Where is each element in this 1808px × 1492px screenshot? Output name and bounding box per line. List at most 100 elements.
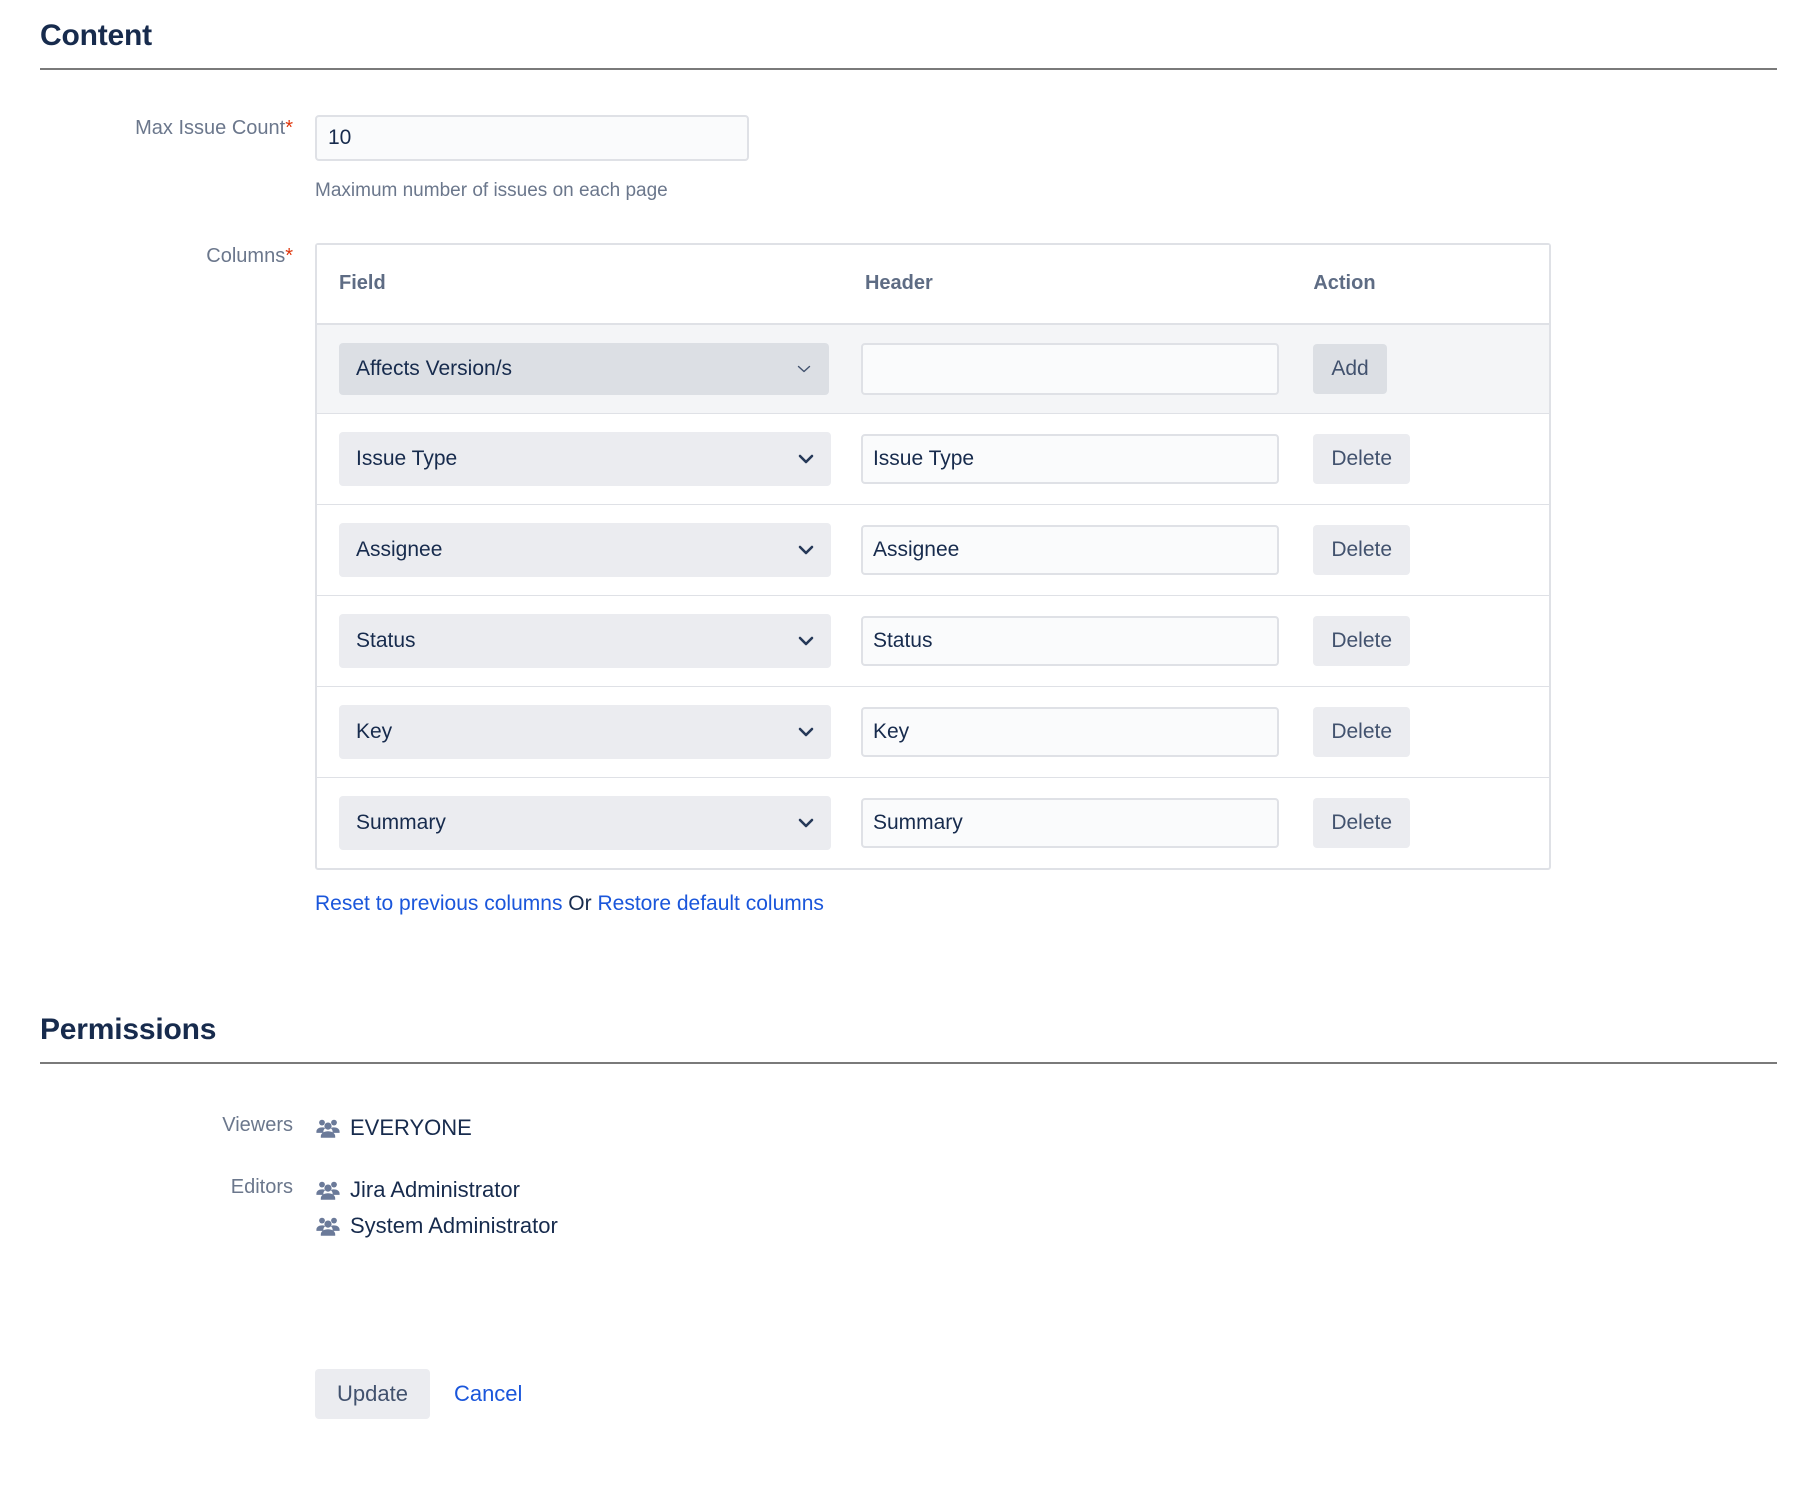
row-field-select[interactable]: Status — [339, 614, 831, 668]
columns-table-wrapper: Field Header Action Affects Version/s — [315, 243, 1551, 870]
add-row-field-cell: Affects Version/s — [317, 324, 861, 414]
row-field-cell: Status — [317, 595, 861, 687]
cancel-link[interactable]: Cancel — [453, 1381, 523, 1406]
list-item-label: System Administrator — [350, 1213, 558, 1238]
row-action-cell: Delete — [1299, 778, 1549, 869]
permissions-section-divider — [40, 1062, 1777, 1064]
row-field-select-value: Status — [356, 629, 416, 652]
row-action-wrap: Delete — [1299, 507, 1549, 593]
columns-table: Field Header Action Affects Version/s — [317, 245, 1549, 868]
chevron-down-icon — [795, 721, 817, 743]
permissions-section-title: Permissions — [40, 1013, 217, 1046]
chevron-down-icon — [795, 630, 817, 652]
row-field-cell: Issue Type — [317, 413, 861, 505]
or-separator-text: Or — [568, 892, 592, 915]
row-action-cell: Delete — [1299, 504, 1549, 596]
viewers-label: Viewers — [222, 1114, 293, 1136]
row-header-wrap — [860, 689, 1299, 775]
row-header-cell — [860, 595, 1300, 687]
content-section: Content Max Issue Count* Maximum number … — [0, 0, 1808, 916]
update-button[interactable]: Update — [315, 1369, 430, 1419]
columns-add-row: Affects Version/s — [317, 324, 1549, 414]
add-row-header-wrap — [860, 325, 1299, 413]
row-field-cell: Assignee — [317, 504, 861, 596]
columns-table-head: Field Header Action — [317, 245, 1549, 325]
max-issue-count-input[interactable] — [315, 115, 749, 161]
delete-button[interactable]: Delete — [1313, 525, 1411, 575]
row-header-wrap — [860, 780, 1299, 866]
chevron-down-icon — [795, 539, 817, 561]
table-row: Assignee — [317, 504, 1549, 596]
add-row-action-wrap: Add — [1299, 326, 1549, 412]
add-row-header-input[interactable] — [860, 343, 1279, 395]
add-row-field-wrap: Affects Version/s — [339, 325, 861, 413]
row-action-wrap: Delete — [1299, 689, 1549, 775]
footer-actions-row: Update Cancel — [0, 1369, 1808, 1419]
max-issue-count-field: Maximum number of issues on each page — [315, 115, 1808, 203]
columns-table-header-row: Field Header Action — [317, 245, 1549, 325]
row-header-input[interactable] — [860, 616, 1279, 666]
columns-label: Columns* — [0, 243, 315, 269]
delete-button[interactable]: Delete — [1313, 798, 1411, 848]
row-field-select-value: Assignee — [356, 538, 443, 561]
row-action-wrap: Delete — [1299, 416, 1549, 502]
delete-button[interactable]: Delete — [1313, 434, 1411, 484]
column-header-field: Field — [317, 245, 861, 325]
chevron-down-icon — [795, 812, 817, 834]
reset-to-previous-columns-link[interactable]: Reset to previous columns — [315, 892, 563, 915]
add-row-action-cell: Add — [1299, 324, 1549, 414]
editors-label: Editors — [230, 1176, 293, 1198]
row-header-cell — [860, 778, 1299, 869]
row-action-cell: Delete — [1299, 413, 1549, 505]
add-row-field-select-value: Affects Version/s — [356, 357, 513, 380]
table-row: Issue Type — [317, 413, 1549, 505]
row-header-input[interactable] — [860, 525, 1279, 575]
required-asterisk: * — [285, 245, 293, 267]
delete-button[interactable]: Delete — [1313, 616, 1411, 666]
max-issue-count-label: Max Issue Count* — [0, 115, 315, 141]
column-header-header: Header — [860, 245, 1300, 325]
table-row: Summary — [317, 778, 1549, 869]
add-button[interactable]: Add — [1313, 344, 1387, 394]
list-item: Jira Administrator — [315, 1172, 558, 1208]
row-header-cell — [860, 686, 1300, 778]
viewers-values: EVERYONE — [315, 1110, 472, 1146]
restore-default-columns-link[interactable]: Restore default columns — [597, 892, 824, 915]
editors-values: Jira Administrator System Administrator — [315, 1172, 558, 1244]
list-item-label: Jira Administrator — [350, 1177, 520, 1202]
row-field-select[interactable]: Assignee — [339, 523, 831, 577]
row-header-cell — [860, 504, 1300, 596]
max-issue-count-label-text: Max Issue Count — [135, 117, 286, 139]
row-header-input[interactable] — [860, 798, 1279, 848]
row-field-wrap: Issue Type — [339, 414, 861, 504]
content-section-header: Content — [40, 0, 1777, 70]
row-action-wrap: Delete — [1299, 780, 1549, 866]
delete-button[interactable]: Delete — [1313, 707, 1411, 757]
row-header-input[interactable] — [860, 707, 1279, 757]
row-action-wrap: Delete — [1299, 598, 1549, 684]
row-header-input[interactable] — [860, 434, 1279, 484]
max-issue-count-row: Max Issue Count* Maximum number of issue… — [0, 115, 1808, 203]
chevron-down-icon — [795, 448, 817, 470]
row-header-cell — [860, 413, 1300, 505]
columns-row: Columns* Field Header Action — [0, 243, 1808, 916]
content-section-title: Content — [40, 19, 152, 52]
row-field-wrap: Assignee — [339, 505, 861, 595]
row-field-select[interactable]: Issue Type — [339, 432, 831, 486]
row-action-cell: Delete — [1299, 595, 1549, 687]
footer-actions: Update Cancel — [315, 1369, 522, 1419]
row-field-cell: Summary — [317, 778, 861, 869]
row-field-wrap: Key — [339, 687, 861, 777]
chevron-down-icon — [793, 358, 815, 380]
columns-reset-links: Reset to previous columns Or Restore def… — [315, 892, 1808, 916]
columns-table-body: Affects Version/s — [317, 324, 1549, 868]
add-row-field-select[interactable]: Affects Version/s — [339, 343, 829, 395]
row-field-select[interactable]: Key — [339, 705, 831, 759]
required-asterisk: * — [285, 117, 293, 139]
row-action-cell: Delete — [1299, 686, 1549, 778]
row-field-select[interactable]: Summary — [339, 796, 831, 850]
group-icon — [315, 1115, 341, 1141]
row-field-select-value: Summary — [356, 811, 446, 834]
column-header-action: Action — [1299, 245, 1549, 325]
permissions-section: Permissions Viewers EVERYONE — [0, 994, 1808, 1419]
